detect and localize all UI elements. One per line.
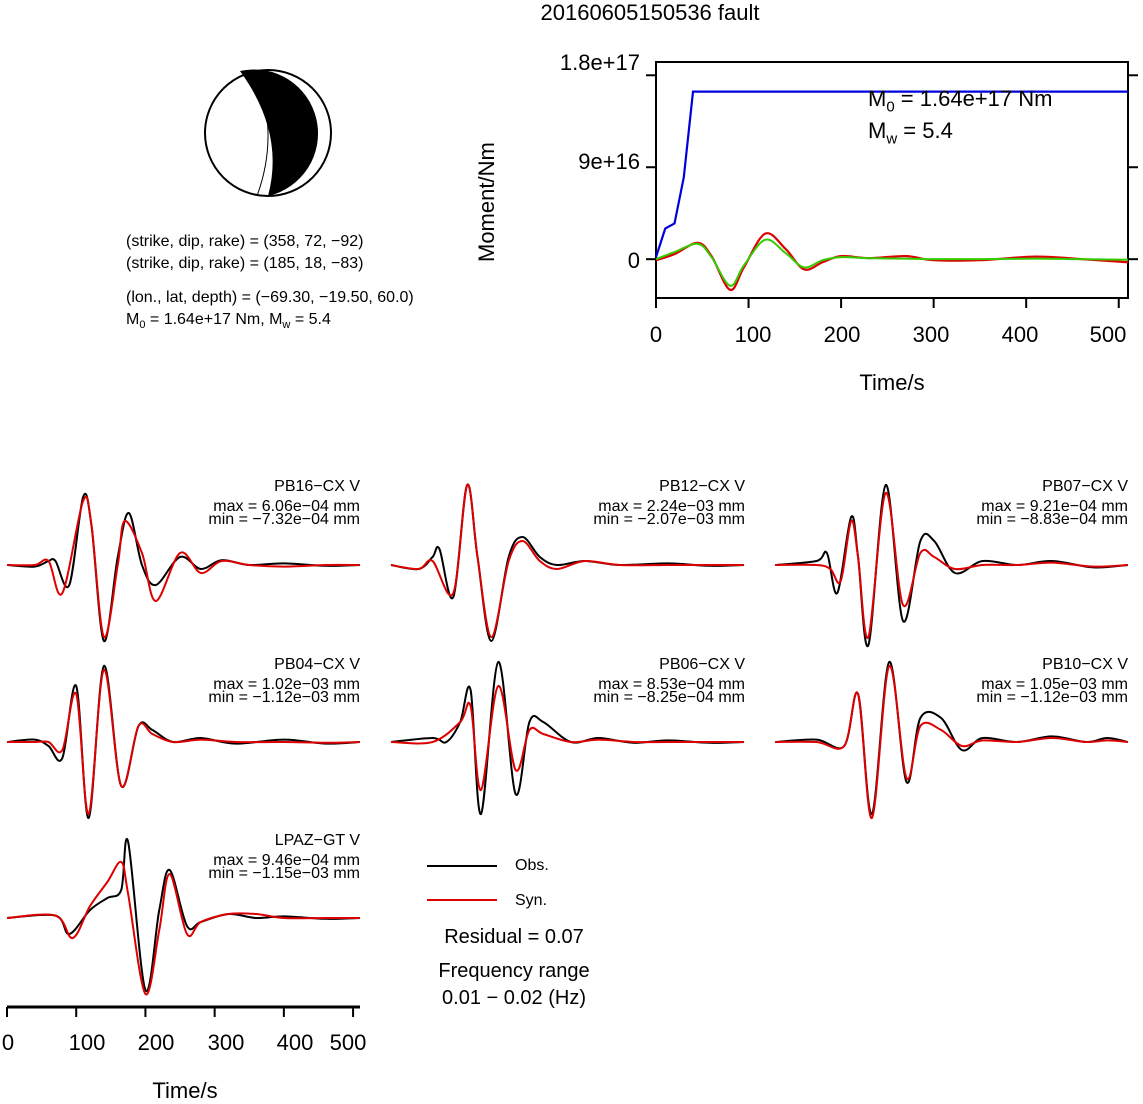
moment-mw-sub: w <box>886 130 898 148</box>
station-max: max = 9.46e−04 mm <box>213 852 360 869</box>
station-min: min = −8.83e−04 mm <box>976 511 1128 528</box>
moment-mw-tail: = 5.4 <box>897 118 953 143</box>
ytick-top: 1.8e+17 <box>559 50 640 75</box>
m0-sub: 0 <box>139 319 146 332</box>
synthetic-waveform <box>6 495 361 639</box>
ytick-mid: 9e+16 <box>578 149 640 174</box>
station-name: PB10−CX V <box>1042 656 1128 673</box>
wave-xtick-200: 200 <box>137 1030 175 1055</box>
observed-waveform <box>6 838 361 993</box>
frequency-title: Frequency range <box>438 960 590 982</box>
moment-mw-main: M <box>868 118 887 143</box>
station-min: min = −2.07e−03 mm <box>593 511 745 528</box>
residual-text: Residual = 0.07 <box>444 926 584 948</box>
station-max: max = 1.05e−03 mm <box>981 676 1128 693</box>
station-name: PB12−CX V <box>659 478 745 495</box>
synthetic-waveform <box>6 668 361 816</box>
station-min: min = −1.12e−03 mm <box>208 689 360 706</box>
station-name: PB04−CX V <box>274 656 360 673</box>
station-min: min = −8.25e−04 mm <box>593 689 745 706</box>
station-name: PB06−CX V <box>659 656 745 673</box>
m0-mid: = 1.64e+17 Nm, M <box>145 311 283 328</box>
mw-sub: w <box>282 319 291 332</box>
moment-mw-label: Mw = 5.4 <box>868 118 953 147</box>
figure-title: 20160605150536 fault <box>540 0 760 25</box>
synthetic-waveform <box>774 664 1129 820</box>
moment-xtick-300: 300 <box>912 322 950 347</box>
moment-m0-label: M0 = 1.64e+17 Nm <box>868 86 1052 115</box>
synthetic-waveform <box>390 483 744 639</box>
station-min: min = −1.15e−03 mm <box>208 865 360 882</box>
wave-xlabel: Time/s <box>152 1078 218 1103</box>
wave-xtick-300: 300 <box>207 1030 245 1055</box>
moment-xtick-0: 0 <box>649 322 663 347</box>
station-name: PB07−CX V <box>1042 478 1128 495</box>
station-name: LPAZ−GT V <box>274 832 360 849</box>
moment-xtick-100: 100 <box>734 322 772 347</box>
beachball-compressional-quadrant <box>240 69 319 196</box>
station-name: PB16−CX V <box>274 478 360 495</box>
station-min: min = −1.12e−03 mm <box>976 689 1128 706</box>
frequency-value: 0.01 − 0.02 (Hz) <box>442 987 586 1009</box>
station-min: min = −7.32e−04 mm <box>208 511 360 528</box>
wave-xtick-100: 100 <box>68 1030 106 1055</box>
wave-xtick-400: 400 <box>276 1030 314 1055</box>
moment-xtick-200: 200 <box>823 322 861 347</box>
synthetic-waveform <box>6 860 360 996</box>
ytick-zero: 0 <box>627 248 640 273</box>
moment-xtick-500: 500 <box>1089 322 1127 347</box>
station-max: max = 8.53e−04 mm <box>598 676 745 693</box>
legend-obs-label: Obs. <box>515 857 549 874</box>
moment-rate-green-line <box>655 238 1129 287</box>
location-text: (lon., lat, depth) = (−69.30, −19.50, 60… <box>126 289 414 306</box>
moment-m0-main: M <box>868 86 887 111</box>
moment-xlabel: Time/s <box>859 370 925 395</box>
station-max: max = 2.24e−03 mm <box>598 498 745 515</box>
cumulative-moment-line <box>654 90 1128 258</box>
plane2-text: (strike, dip, rake) = (185, 18, −83) <box>126 255 364 272</box>
synthetic-waveform <box>774 491 1129 639</box>
m0-mw-text: M0 = 1.64e+17 Nm, Mw = 5.4 <box>126 309 331 336</box>
station-max: max = 9.21e−04 mm <box>981 498 1128 515</box>
synthetic-waveform <box>390 684 744 792</box>
station-max: max = 6.06e−04 mm <box>213 498 360 515</box>
mw-tail: = 5.4 <box>290 311 331 328</box>
wave-xtick-500: 500 <box>329 1030 367 1055</box>
moment-m0-sub: 0 <box>886 98 895 116</box>
wave-xtick-0: 0 <box>1 1030 15 1055</box>
moment-xtick-400: 400 <box>1001 322 1039 347</box>
m0-prefix: M <box>126 311 140 328</box>
moment-m0-tail: = 1.64e+17 Nm <box>894 86 1053 111</box>
plane1-text: (strike, dip, rake) = (358, 72, −92) <box>126 233 364 250</box>
moment-plot-frame <box>655 61 1129 299</box>
station-max: max = 1.02e−03 mm <box>213 676 360 693</box>
beachball-left-quadrant <box>254 70 269 197</box>
legend-syn-label: Syn. <box>515 892 548 909</box>
